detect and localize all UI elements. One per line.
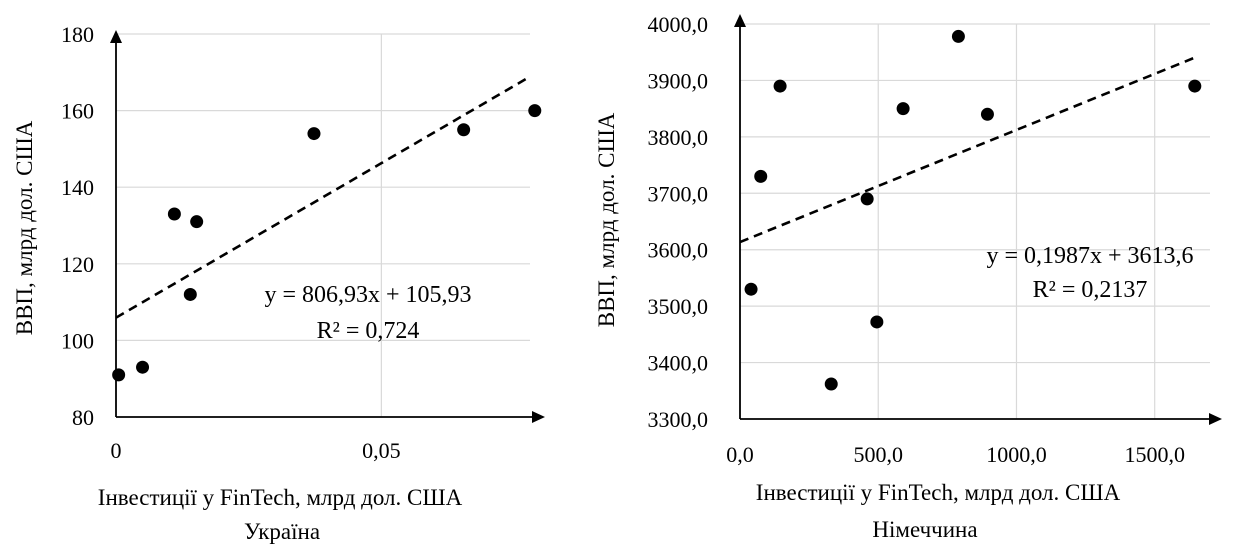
x-tick-label: 0 <box>111 438 122 463</box>
axes <box>110 30 545 423</box>
grid-lines <box>116 33 530 417</box>
scatter-point <box>112 368 126 382</box>
trendline-dashed <box>115 75 531 319</box>
y-tick-label: 3900,0 <box>648 68 709 93</box>
chart-caption: Україна <box>244 519 320 544</box>
equation-label: y = 0,1987x + 3613,6 <box>986 243 1193 269</box>
scatter-point <box>457 123 471 137</box>
axes <box>734 14 1222 425</box>
y-tick-label: 100 <box>61 328 94 353</box>
r-squared-label: R² = 0,724 <box>317 318 420 344</box>
x-axis-title: Інвестиції у FinTech, млрд дол. США <box>756 480 1121 505</box>
x-tick-labels: 0,0 500,0 1000,0 1500,0 <box>726 442 1185 467</box>
scatter-point <box>183 287 197 301</box>
scatter-point <box>744 282 758 296</box>
y-tick-label: 3300,0 <box>648 407 709 432</box>
chart-caption: Німеччина <box>872 517 977 542</box>
y-tick-label: 120 <box>61 252 94 277</box>
scatter-point <box>136 360 150 374</box>
y-tick-labels: 3300,0 3400,0 3500,0 3600,0 3700,0 3800,0 3900… <box>648 12 709 432</box>
grid-lines <box>740 23 1210 419</box>
y-tick-label: 4000,0 <box>648 12 709 37</box>
y-tick-label: 3700,0 <box>648 181 709 206</box>
y-tick-label: 80 <box>72 405 94 430</box>
data-points <box>112 104 542 382</box>
scatter-point <box>951 29 965 43</box>
x-axis-arrow <box>532 411 545 423</box>
y-tick-labels: 80 100 120 140 160 180 <box>61 22 94 430</box>
x-axis-arrow <box>1209 413 1222 425</box>
y-axis-arrow <box>110 30 122 43</box>
scatter-point <box>307 127 321 141</box>
trendline-dashed <box>739 56 1194 244</box>
data-points <box>744 29 1202 391</box>
x-tick-label: 1500,0 <box>1124 442 1185 467</box>
scatter-point <box>860 192 874 206</box>
scatter-point <box>824 377 838 391</box>
scatter-point <box>773 79 787 93</box>
y-axis-arrow <box>734 14 746 27</box>
scatter-point <box>167 207 181 221</box>
x-tick-label: 0,0 <box>726 442 754 467</box>
scatter-point <box>870 315 884 329</box>
trendline <box>739 56 1194 244</box>
chart-germany: 3300,0 3400,0 3500,0 3600,0 3700,0 3800,0 3900… <box>594 12 1222 542</box>
y-tick-label: 3400,0 <box>648 351 709 376</box>
scatter-point <box>754 169 768 183</box>
x-tick-label: 1000,0 <box>986 442 1047 467</box>
x-tick-label: 500,0 <box>853 442 903 467</box>
r-squared-label: R² = 0,2137 <box>1033 277 1148 303</box>
x-tick-label: 0,05 <box>362 438 401 463</box>
y-tick-label: 3800,0 <box>648 125 709 150</box>
trendline <box>115 75 531 319</box>
scatter-point <box>980 107 994 121</box>
y-tick-label: 180 <box>61 22 94 47</box>
y-axis-title: ВВП, млрд дол. США <box>12 120 37 335</box>
scatter-point <box>1188 79 1202 93</box>
y-axis-title: ВВП, млрд дол. США <box>594 112 619 327</box>
equation-label: y = 806,93x + 105,93 <box>264 282 471 308</box>
y-tick-label: 3600,0 <box>648 238 709 263</box>
x-tick-labels: 0 0,05 <box>111 438 401 463</box>
scatter-point <box>528 104 542 118</box>
scatter-point <box>190 215 204 229</box>
y-tick-label: 3500,0 <box>648 294 709 319</box>
y-tick-label: 140 <box>61 175 94 200</box>
x-axis-title: Інвестиції у FinTech, млрд дол. США <box>98 485 463 510</box>
y-tick-label: 160 <box>61 99 94 124</box>
scatter-point <box>896 102 910 116</box>
